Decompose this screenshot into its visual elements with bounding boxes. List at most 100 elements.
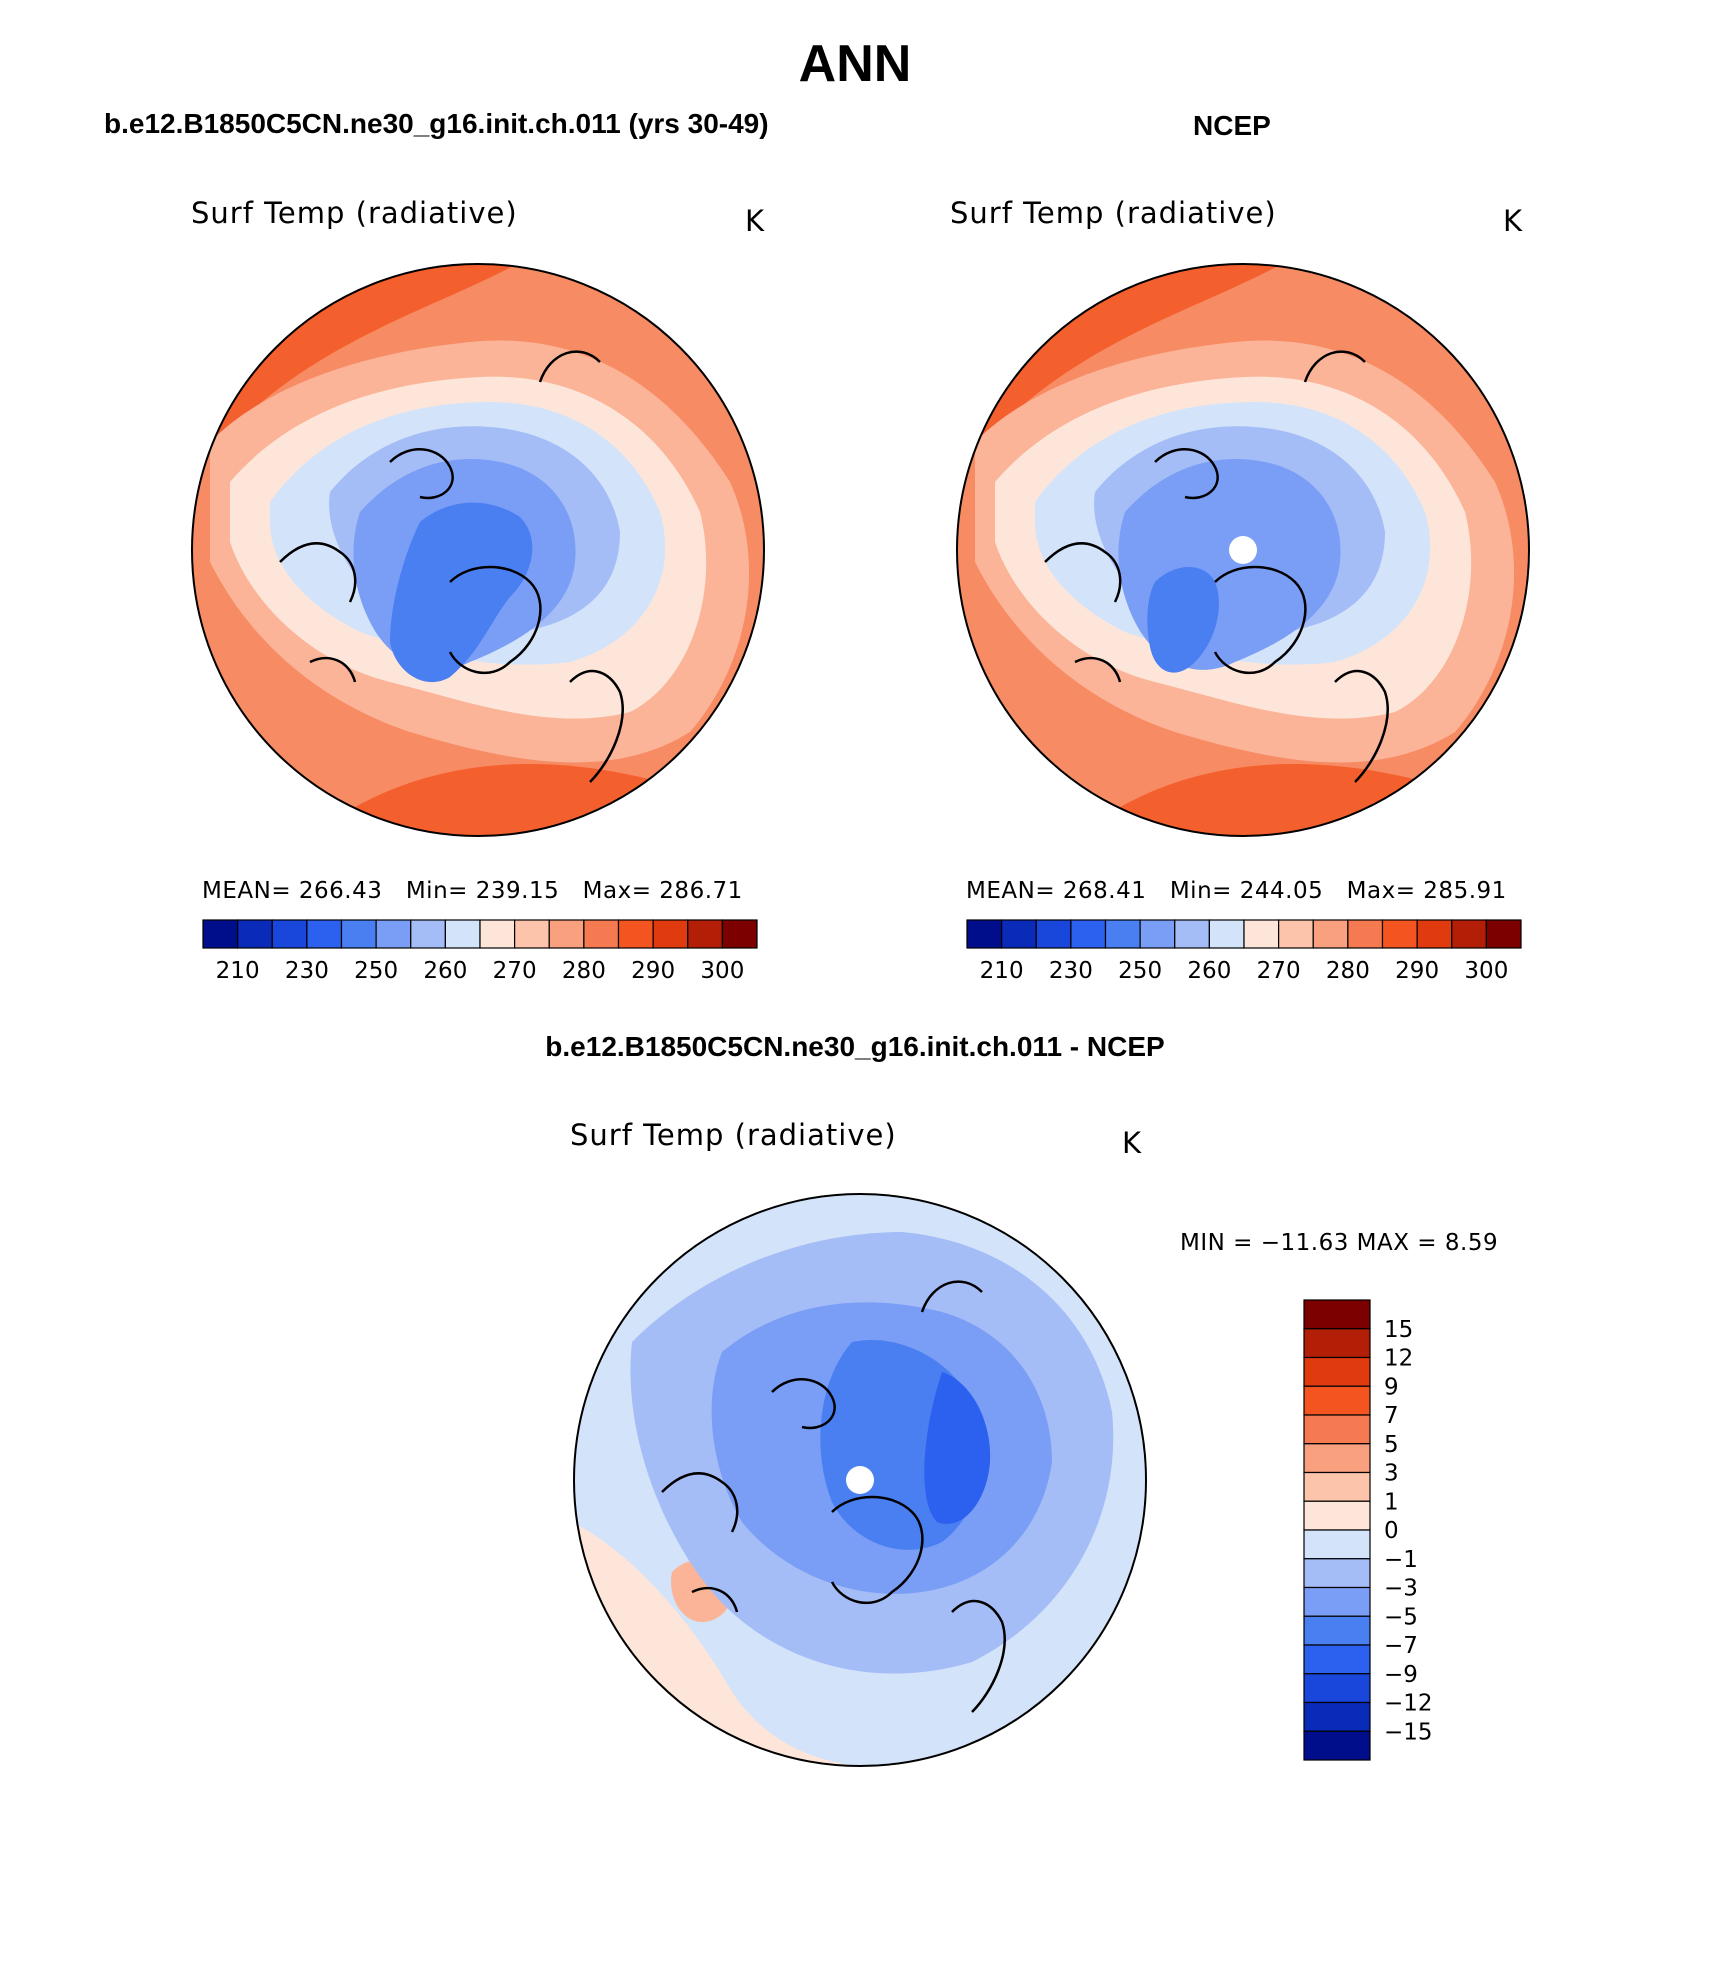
diff-colorbar-swatch-0: [1303, 1299, 1371, 1330]
diff-colorbar-tick-label: −9: [1384, 1662, 1418, 1688]
diff-colorbar-swatch-8: [1303, 1529, 1371, 1560]
obs-colorbar-swatch-14: [1451, 919, 1487, 949]
obs-colorbar-tick-label: 260: [1187, 958, 1231, 984]
model-mean-value: 266.43: [298, 878, 383, 904]
obs-max-value: 285.91: [1423, 878, 1507, 904]
obs-colorbar-tick-label: 290: [1395, 958, 1439, 984]
model-max-value: 286.71: [659, 878, 743, 904]
diff-colorbar-swatch-14: [1303, 1701, 1371, 1732]
obs-field-cool-strong: [1147, 567, 1219, 673]
model-min-label: Min=: [405, 878, 468, 904]
obs-unit-label: K: [1503, 204, 1523, 238]
diff-colorbar-tick-label: 1: [1384, 1489, 1399, 1515]
obs-field-label: Surf Temp (radiative): [950, 196, 1277, 230]
diff-unit-label: K: [1122, 1126, 1142, 1160]
diff-colorbar-tick-label: −7: [1384, 1633, 1418, 1659]
model-colorbar-tick-label: 230: [285, 958, 329, 984]
diff-colorbar-tick-label: 15: [1384, 1317, 1413, 1343]
model-colorbar-tick-label: 300: [700, 958, 744, 984]
obs-colorbar-tick-label: 270: [1257, 958, 1301, 984]
diff-colorbar-swatch-15: [1303, 1730, 1371, 1761]
diff-missing-pole: [846, 1466, 874, 1494]
diff-colorbar-swatch-10: [1303, 1586, 1371, 1617]
model-colorbar-swatch-0: [202, 919, 239, 949]
obs-colorbar-swatch-2: [1035, 919, 1072, 949]
obs-colorbar-swatch-6: [1174, 919, 1210, 949]
diff-colorbar-tick-label: −12: [1384, 1691, 1433, 1717]
diff-colorbar-swatch-4: [1303, 1414, 1371, 1445]
obs-mean-value: 268.41: [1062, 878, 1147, 904]
diff-colorbar: 15 129 7 5 31 0 −1 −3−5 −7 −9 −12−15: [1303, 1299, 1433, 1761]
obs-colorbar-tick-label: 280: [1326, 958, 1370, 984]
obs-colorbar-swatch-5: [1139, 919, 1176, 949]
diff-field-cool-deep: [924, 1372, 991, 1524]
diff-colorbar-swatch-11: [1303, 1615, 1371, 1646]
model-colorbar: 210 230 250 260 270 280 290 300: [202, 919, 758, 984]
diff-colorbar-swatch-5: [1303, 1443, 1371, 1474]
obs-colorbar-swatch-1: [1001, 919, 1037, 949]
obs-min-value: 244.05: [1239, 878, 1324, 904]
diff-colorbar-tick-label: −5: [1384, 1604, 1418, 1630]
diff-panel-title: b.e12.B1850C5CN.ne30_g16.init.ch.011 - N…: [545, 1031, 1165, 1062]
model-colorbar-swatch-6: [410, 919, 446, 949]
diff-colorbar-swatch-1: [1303, 1328, 1371, 1359]
model-panel-title: b.e12.B1850C5CN.ne30_g16.init.ch.011 (yr…: [104, 108, 769, 139]
model-min-value: 239.15: [475, 878, 560, 904]
obs-colorbar-swatch-7: [1208, 919, 1245, 949]
model-colorbar-tick-label: 290: [631, 958, 675, 984]
diff-colorbar-swatch-9: [1303, 1558, 1371, 1589]
model-polar-map: [191, 263, 765, 837]
model-colorbar-tick-label: 210: [216, 958, 260, 984]
model-colorbar-tick-label: 260: [423, 958, 467, 984]
model-colorbar-swatch-13: [652, 919, 689, 949]
obs-colorbar-swatch-10: [1312, 919, 1349, 949]
model-mean-label: MEAN=: [202, 878, 292, 904]
obs-colorbar-swatch-4: [1104, 919, 1141, 949]
figure-title: ANN: [798, 35, 912, 93]
obs-colorbar-swatch-13: [1416, 919, 1453, 949]
model-colorbar-swatch-3: [306, 919, 343, 949]
model-field-label: Surf Temp (radiative): [191, 196, 518, 230]
obs-colorbar-tick-label: 300: [1464, 958, 1508, 984]
model-colorbar-tick-label: 270: [493, 958, 537, 984]
model-colorbar-swatch-14: [687, 919, 723, 949]
obs-polar-map: [956, 263, 1530, 837]
model-colorbar-swatch-11: [583, 919, 620, 949]
obs-colorbar-tick-label: 230: [1049, 958, 1093, 984]
model-colorbar-swatch-8: [479, 919, 516, 949]
model-colorbar-swatch-10: [548, 919, 585, 949]
diff-colorbar-tick-label: 5: [1384, 1432, 1399, 1458]
obs-max-label: Max=: [1346, 878, 1416, 904]
diff-colorbar-tick-label: −3: [1384, 1576, 1418, 1602]
model-colorbar-tick-label: 250: [354, 958, 398, 984]
obs-missing-pole: [1229, 536, 1257, 564]
diff-coastline: [661, 1280, 1006, 1713]
diff-colorbar-tick-label: 9: [1384, 1374, 1399, 1400]
model-unit-label: K: [745, 204, 765, 238]
model-colorbar-swatch-9: [514, 919, 550, 949]
diff-field-label: Surf Temp (radiative): [570, 1118, 897, 1152]
obs-stats: MEAN= 268.41 Min= 244.05 Max= 285.91: [966, 878, 1507, 904]
model-colorbar-swatch-5: [375, 919, 412, 949]
obs-colorbar-swatch-3: [1070, 919, 1107, 949]
diff-colorbar-swatch-7: [1303, 1500, 1371, 1531]
diff-polar-map: [573, 1193, 1147, 1767]
obs-min-label: Min=: [1169, 878, 1232, 904]
diff-colorbar-tick-label: −1: [1384, 1547, 1418, 1573]
obs-panel-title: NCEP: [1193, 110, 1271, 141]
diff-colorbar-tick-label: 3: [1384, 1461, 1399, 1487]
diff-colorbar-tick-label: 12: [1384, 1346, 1413, 1372]
obs-field-warm-strong-south: [957, 763, 1529, 836]
obs-colorbar-swatch-8: [1243, 919, 1280, 949]
obs-colorbar-tick-label: 210: [980, 958, 1024, 984]
diff-minmax: MIN = −11.63 MAX = 8.59: [1180, 1230, 1499, 1256]
diff-colorbar-tick-label: −15: [1384, 1719, 1433, 1745]
model-max-label: Max=: [582, 878, 652, 904]
model-colorbar-swatch-12: [617, 919, 654, 949]
diff-colorbar-swatch-6: [1303, 1471, 1371, 1502]
obs-colorbar-swatch-12: [1381, 919, 1418, 949]
model-colorbar-tick-label: 280: [562, 958, 606, 984]
model-field-cool-strong: [390, 502, 533, 683]
obs-colorbar-swatch-9: [1278, 919, 1314, 949]
diff-colorbar-swatch-12: [1303, 1644, 1371, 1675]
